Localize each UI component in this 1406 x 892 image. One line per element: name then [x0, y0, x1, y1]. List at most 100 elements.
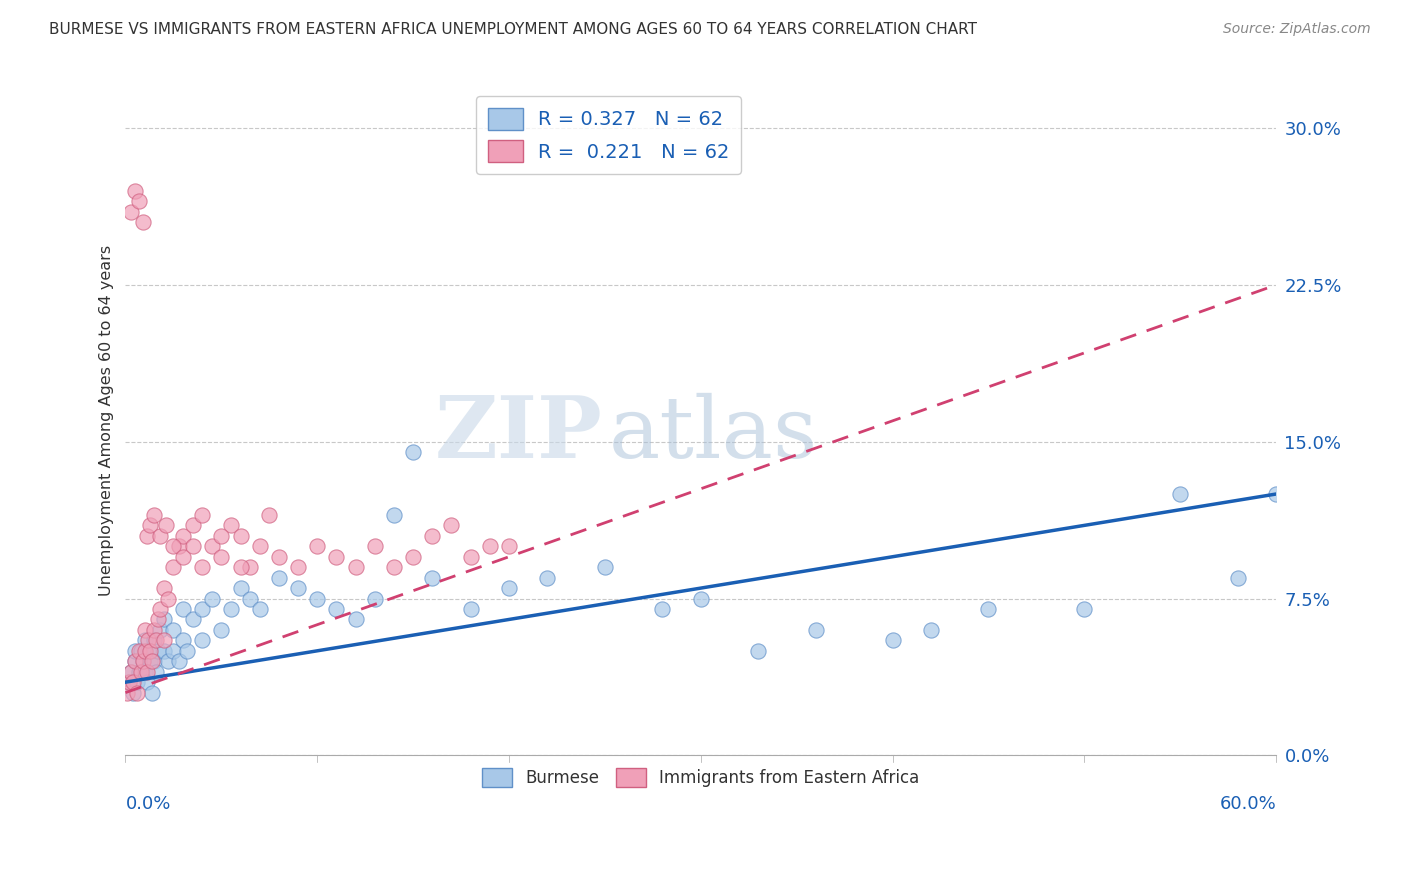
Point: [344, 612, 367, 626]
Point: [138, 644, 160, 658]
Point: [307, 591, 329, 606]
Point: [143, 654, 166, 668]
Point: [132, 654, 155, 668]
Point: [162, 644, 184, 658]
Point: [191, 508, 214, 522]
Point: [172, 602, 194, 616]
Point: [201, 591, 224, 606]
Point: [420, 529, 443, 543]
Point: [478, 539, 501, 553]
Point: [145, 665, 167, 679]
Point: [920, 623, 942, 637]
Point: [124, 654, 146, 668]
Point: [149, 623, 172, 637]
Point: [156, 654, 179, 668]
Point: [181, 612, 204, 626]
Point: [239, 591, 262, 606]
Point: [176, 644, 198, 658]
Point: [209, 623, 232, 637]
Point: [153, 581, 176, 595]
Point: [219, 518, 242, 533]
Point: [229, 581, 252, 595]
Point: [593, 560, 616, 574]
Point: [460, 549, 482, 564]
Point: [181, 518, 204, 533]
Point: [325, 549, 347, 564]
Point: [146, 644, 169, 658]
Point: [420, 571, 443, 585]
Point: [1168, 487, 1191, 501]
Point: [141, 685, 163, 699]
Point: [402, 445, 425, 459]
Point: [191, 633, 214, 648]
Point: [364, 591, 387, 606]
Point: [382, 560, 405, 574]
Point: [287, 581, 309, 595]
Point: [440, 518, 463, 533]
Point: [141, 654, 163, 668]
Point: [172, 529, 194, 543]
Point: [172, 633, 194, 648]
Point: [135, 675, 157, 690]
Text: Source: ZipAtlas.com: Source: ZipAtlas.com: [1223, 22, 1371, 37]
Point: [153, 644, 176, 658]
Point: [239, 560, 262, 574]
Point: [139, 518, 162, 533]
Legend: Burmese, Immigrants from Eastern Africa: Burmese, Immigrants from Eastern Africa: [475, 761, 927, 794]
Point: [219, 602, 242, 616]
Point: [977, 602, 1000, 616]
Point: [651, 602, 673, 616]
Point: [201, 539, 224, 553]
Point: [498, 539, 520, 553]
Point: [209, 549, 232, 564]
Point: [536, 571, 558, 585]
Text: atlas: atlas: [609, 392, 818, 475]
Point: [125, 685, 148, 699]
Text: 0.0%: 0.0%: [125, 796, 172, 814]
Point: [149, 529, 172, 543]
Y-axis label: Unemployment Among Ages 60 to 64 years: Unemployment Among Ages 60 to 64 years: [100, 245, 114, 597]
Point: [209, 529, 232, 543]
Point: [124, 654, 146, 668]
Point: [259, 508, 281, 522]
Point: [1265, 487, 1288, 501]
Point: [162, 539, 184, 553]
Point: [229, 529, 252, 543]
Point: [128, 644, 150, 658]
Point: [402, 549, 425, 564]
Text: BURMESE VS IMMIGRANTS FROM EASTERN AFRICA UNEMPLOYMENT AMONG AGES 60 TO 64 YEARS: BURMESE VS IMMIGRANTS FROM EASTERN AFRIC…: [49, 22, 977, 37]
Point: [143, 508, 166, 522]
Point: [120, 665, 142, 679]
Point: [134, 644, 156, 658]
Point: [267, 571, 290, 585]
Point: [498, 581, 520, 595]
Point: [156, 591, 179, 606]
Point: [138, 633, 160, 648]
Point: [129, 665, 152, 679]
Point: [882, 633, 904, 648]
Point: [162, 623, 184, 637]
Point: [143, 623, 166, 637]
Point: [120, 204, 142, 219]
Point: [124, 184, 146, 198]
Point: [1073, 602, 1095, 616]
Point: [172, 549, 194, 564]
Point: [167, 539, 190, 553]
Point: [364, 539, 387, 553]
Point: [118, 675, 141, 690]
Point: [149, 602, 172, 616]
Point: [128, 194, 150, 209]
Point: [118, 675, 141, 690]
Point: [134, 665, 156, 679]
Point: [139, 644, 162, 658]
Point: [804, 623, 827, 637]
Point: [153, 633, 176, 648]
Point: [122, 685, 145, 699]
Point: [307, 539, 329, 553]
Point: [249, 602, 271, 616]
Point: [153, 612, 176, 626]
Point: [117, 685, 139, 699]
Point: [125, 675, 148, 690]
Point: [181, 539, 204, 553]
Point: [145, 633, 167, 648]
